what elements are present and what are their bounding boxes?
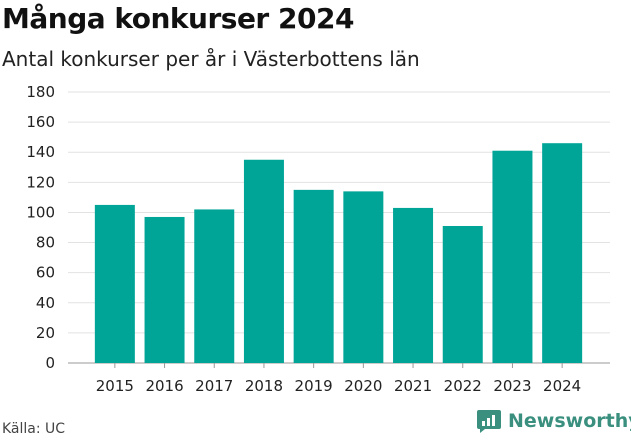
newsworthy-logo-icon [477,410,501,433]
chart-title: Många konkurser 2024 [2,2,354,35]
y-tick-label: 180 [26,83,55,101]
bar-2020 [343,191,384,363]
y-tick-label: 100 [26,203,55,221]
bar-2016 [144,216,185,363]
y-tick-label: 0 [45,354,55,372]
bar-2023 [492,150,533,363]
bar-2015 [94,204,135,363]
x-tick-label: 2024 [543,377,581,395]
bar-2024 [542,143,583,363]
y-tick-label: 80 [36,234,55,252]
bars [94,143,583,363]
x-tick-label: 2020 [344,377,382,395]
brand-logo: Newsworthy [476,408,631,434]
brand-name: Newsworthy [508,410,631,432]
x-tick-label: 2022 [444,377,482,395]
y-tick-label: 140 [26,143,55,161]
x-axis-ticks: 2015 2016 2017 2018 2019 2020 2021 2022 2023 2024 [96,363,581,395]
y-tick-label: 40 [36,294,55,312]
x-tick-label: 2021 [394,377,432,395]
bar-2017 [194,209,235,363]
x-tick-label: 2017 [195,377,233,395]
x-tick-label: 2016 [145,377,183,395]
x-tick-label: 2015 [96,377,134,395]
x-tick-label: 2023 [493,377,531,395]
bar-2021 [393,207,434,363]
bar-2018 [243,159,284,363]
x-tick-label: 2019 [295,377,333,395]
y-tick-label: 120 [26,173,55,191]
source-note: Källa: UC [2,421,66,437]
y-tick-label: 60 [36,264,55,282]
x-tick-label: 2018 [245,377,283,395]
y-axis-ticks: 0 20 40 60 80 100 120 140 160 180 [26,83,55,372]
chart-subtitle: Antal konkurser per år i Västerbottens l… [2,47,420,71]
y-tick-label: 20 [36,324,55,342]
y-tick-label: 160 [26,113,55,131]
bar-2022 [442,225,483,363]
bar-2019 [293,189,334,363]
